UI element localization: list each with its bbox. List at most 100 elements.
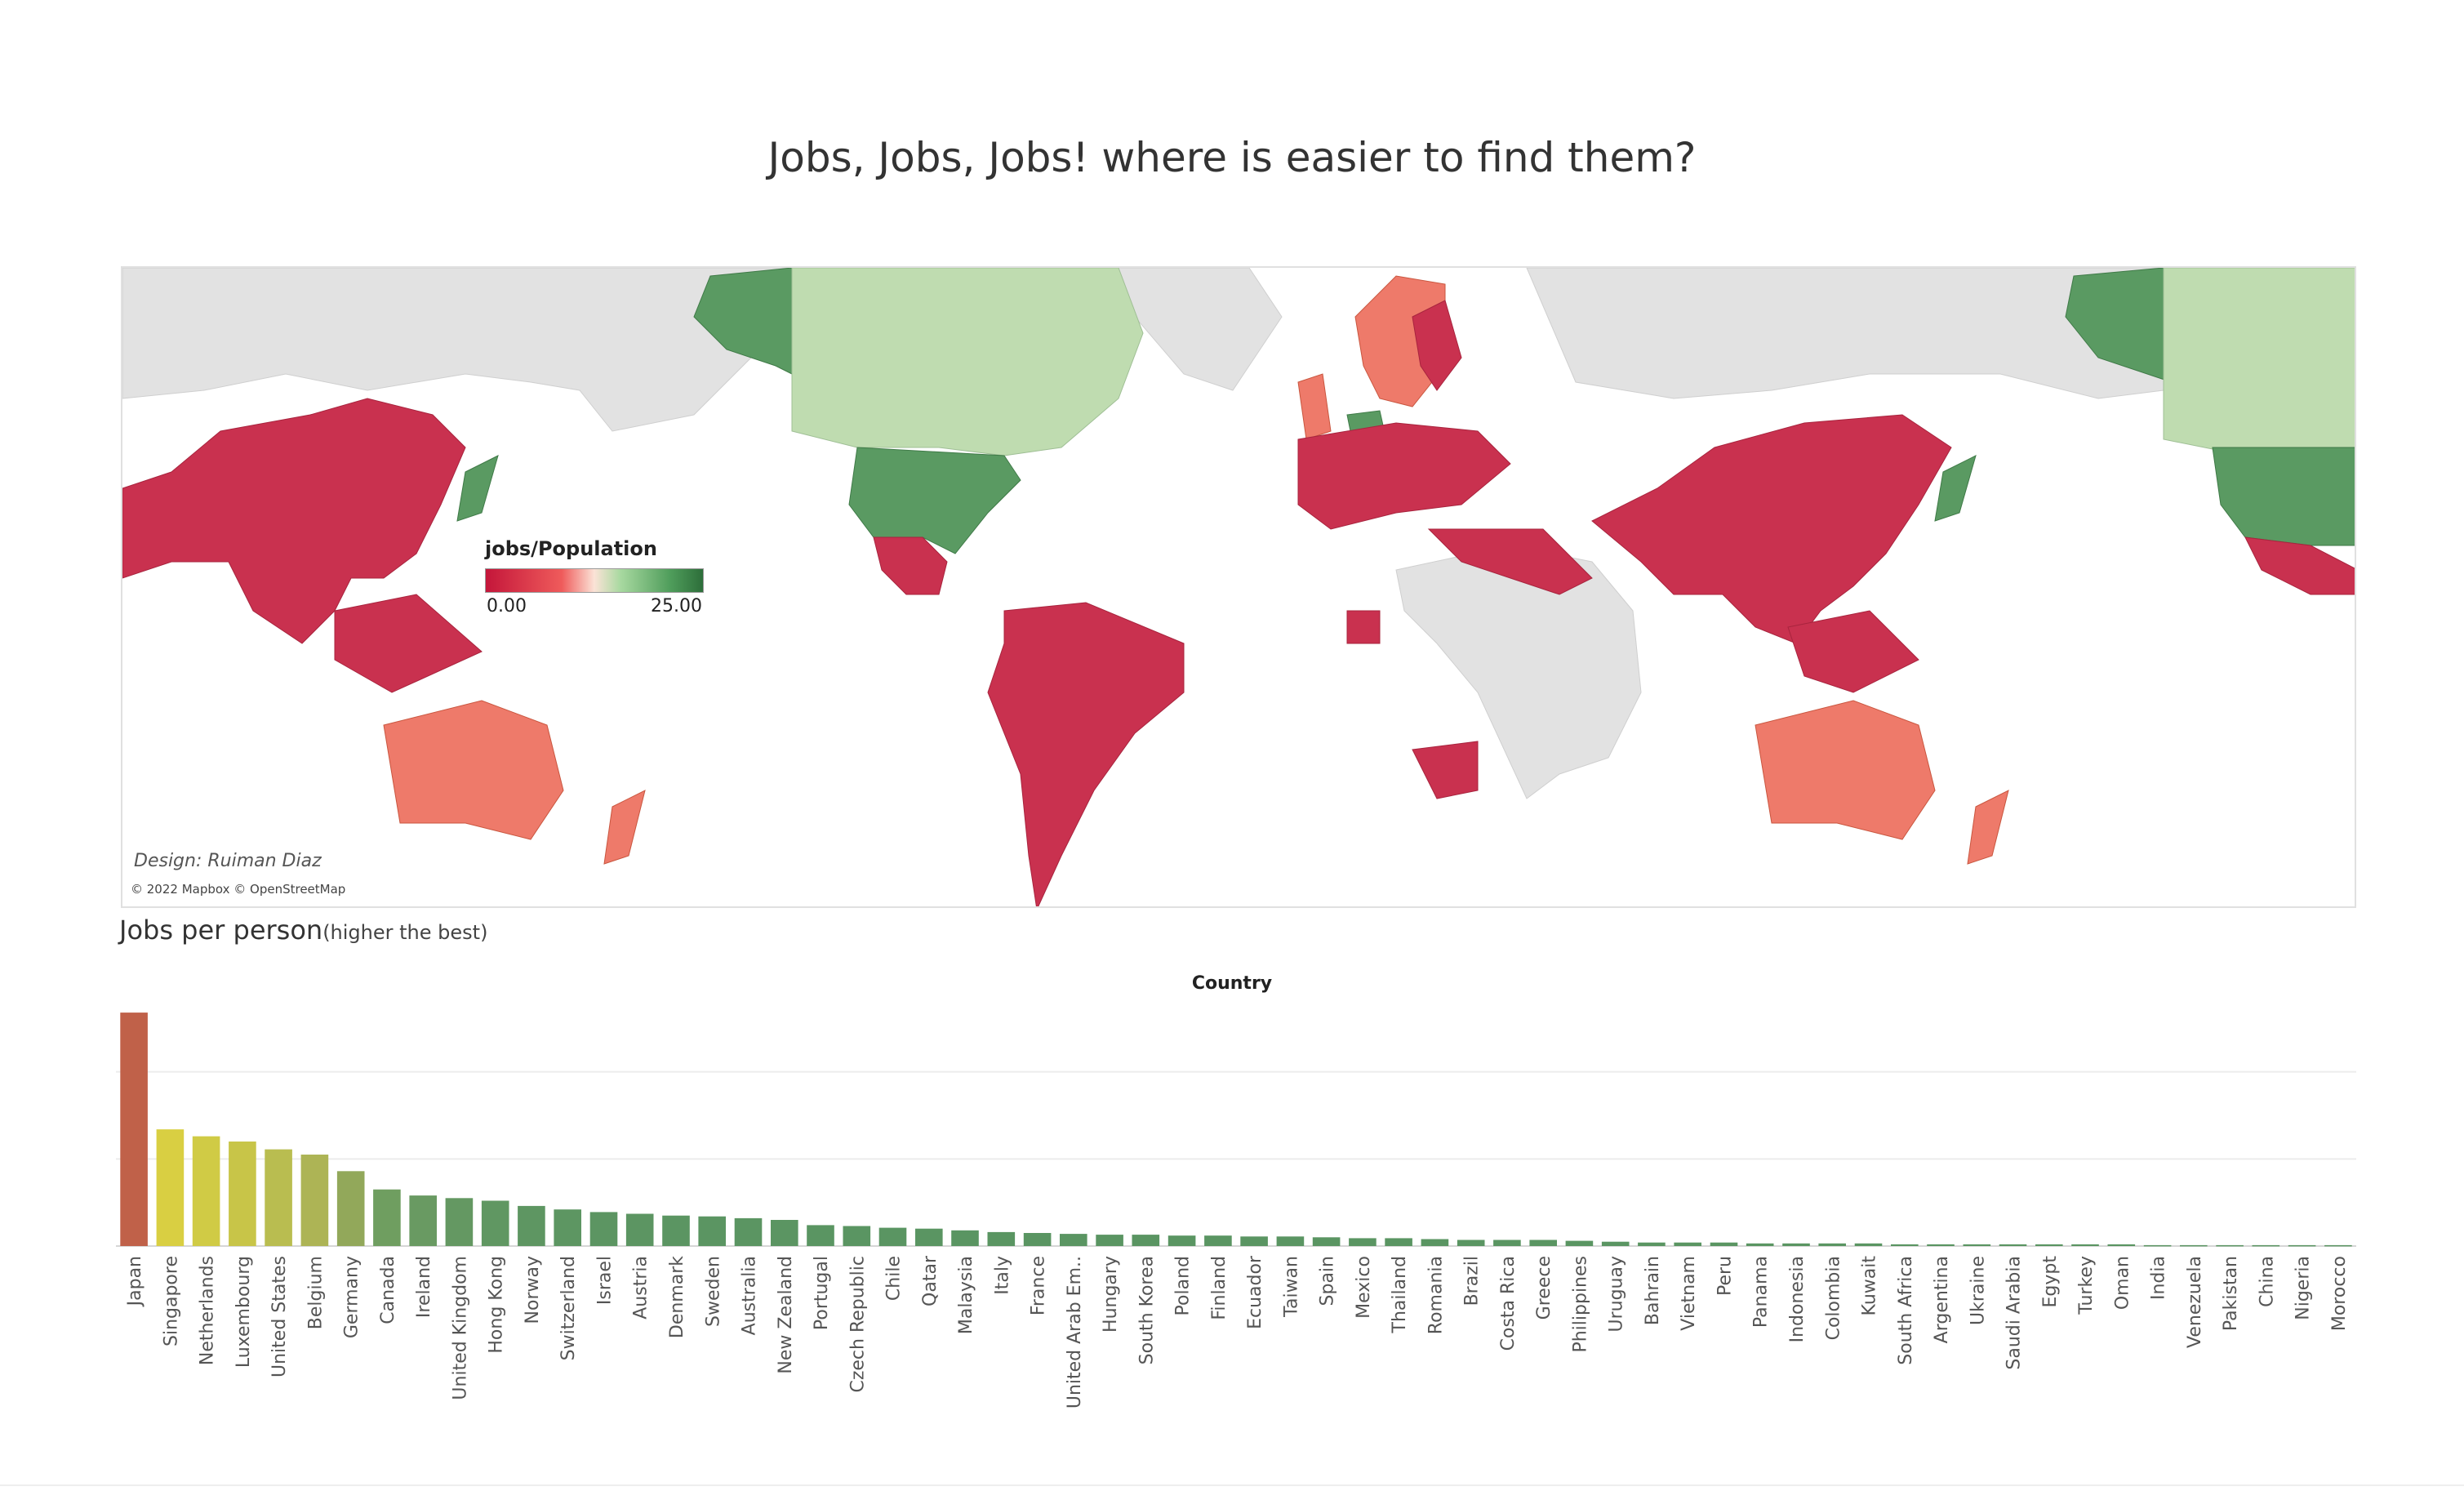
tick-label-uruguay: Uruguay [1607, 1256, 1627, 1333]
tick-label-thailand: Thailand [1390, 1256, 1410, 1333]
bar-germany[interactable] [336, 1171, 365, 1246]
bar-nigeria[interactable] [2288, 1244, 2316, 1247]
bar-luxembourg[interactable] [229, 1142, 256, 1246]
bar-ukraine[interactable] [1963, 1244, 1991, 1246]
tick-label-colombia: Colombia [1823, 1256, 1844, 1340]
design-credit: Design: Ruiman Diaz [134, 851, 322, 871]
bar-switzerland[interactable] [554, 1209, 581, 1246]
bar-panama[interactable] [1746, 1243, 1774, 1246]
tick-label-hong-kong: Hong Kong [487, 1256, 507, 1354]
bar-qatar[interactable] [915, 1228, 943, 1246]
bar-denmark[interactable] [662, 1215, 690, 1246]
bar-argentina[interactable] [1927, 1244, 1955, 1246]
tick-label-new-zealand: New Zealand [776, 1256, 796, 1374]
bar-hong-kong[interactable] [481, 1200, 509, 1247]
bars [120, 1013, 2352, 1247]
map-canvas [122, 268, 2355, 906]
bar-france[interactable] [1023, 1233, 1052, 1246]
tick-label-poland: Poland [1173, 1256, 1194, 1315]
bar-thailand[interactable] [1385, 1238, 1412, 1246]
bar-malaysia[interactable] [951, 1230, 979, 1246]
africa-region [1395, 545, 1642, 799]
bar-indonesia[interactable] [1782, 1243, 1810, 1246]
bar-pakistan[interactable] [2216, 1244, 2244, 1247]
bar-canada[interactable] [373, 1189, 401, 1246]
bar-brazil[interactable] [1457, 1240, 1485, 1247]
bar-taiwan[interactable] [1276, 1236, 1305, 1246]
tick-label-norway: Norway [523, 1256, 543, 1324]
southeast-asia-region-right [1787, 610, 1919, 693]
bar-italy[interactable] [987, 1231, 1016, 1246]
bar-new-zealand[interactable] [771, 1220, 798, 1246]
tick-label-switzerland: Switzerland [558, 1256, 579, 1360]
bar-romania[interactable] [1421, 1239, 1449, 1247]
bar-egypt[interactable] [2035, 1244, 2063, 1246]
bar-india[interactable] [2143, 1244, 2172, 1247]
australia-region [383, 700, 564, 840]
tick-label-ecuador: Ecuador [1245, 1255, 1265, 1329]
bar-kuwait[interactable] [1854, 1243, 1883, 1246]
bar-united-kingdom[interactable] [445, 1198, 474, 1246]
map-attribution[interactable]: © 2022 Mapbox © OpenStreetMap [131, 882, 346, 897]
bar-spain[interactable] [1312, 1237, 1341, 1246]
bar-south-africa[interactable] [1891, 1244, 1919, 1246]
bar-china[interactable] [2252, 1244, 2280, 1247]
tick-label-luxembourg: Luxembourg [234, 1256, 254, 1368]
bar-bahrain[interactable] [1638, 1242, 1666, 1246]
bar-oman[interactable] [2107, 1244, 2136, 1246]
tick-label-chile: Chile [884, 1256, 905, 1301]
south-america-region [987, 602, 1185, 906]
bar-united-states[interactable] [265, 1149, 292, 1246]
bar-philippines[interactable] [1565, 1240, 1594, 1246]
bar-poland[interactable] [1168, 1235, 1196, 1246]
bar-south-korea[interactable] [1132, 1235, 1160, 1246]
bar-peru[interactable] [1710, 1242, 1738, 1246]
tick-label-finland: Finland [1209, 1256, 1230, 1320]
bar-turkey[interactable] [2071, 1244, 2099, 1246]
tick-label-south-africa: South Africa [1896, 1256, 1916, 1365]
bar-japan[interactable] [120, 1013, 148, 1246]
tick-label-spain: Spain [1318, 1256, 1338, 1306]
world-map[interactable]: jobs/Population 0.00 25.00 Design: Ruima… [121, 266, 2356, 908]
bar-uruguay[interactable] [1601, 1241, 1630, 1246]
tick-label-italy: Italy [992, 1256, 1012, 1295]
bar-singapore[interactable] [156, 1129, 185, 1246]
bar-australia[interactable] [734, 1217, 763, 1246]
tick-label-ireland: Ireland [414, 1256, 434, 1318]
tick-label-qatar: Qatar [920, 1255, 941, 1306]
bar-saudi-arabia[interactable] [1999, 1244, 2027, 1246]
bar-united-arab-em-[interactable] [1060, 1234, 1087, 1246]
legend-min: 0.00 [487, 596, 527, 616]
bar-norway[interactable] [518, 1205, 545, 1246]
asia-region [122, 398, 466, 644]
tick-label-taiwan: Taiwan [1281, 1256, 1301, 1318]
bar-mexico[interactable] [1349, 1238, 1377, 1246]
bar-vietnam[interactable] [1674, 1242, 1701, 1246]
bar-chile[interactable] [878, 1227, 907, 1246]
bar-costa-rica[interactable] [1493, 1240, 1521, 1247]
tick-label-kuwait: Kuwait [1860, 1256, 1880, 1316]
bar-ireland[interactable] [409, 1195, 437, 1246]
bar-chart-title: Jobs per person(higher the best) [119, 915, 487, 946]
tick-label-hungary: Hungary [1101, 1256, 1121, 1333]
bar-portugal[interactable] [807, 1225, 834, 1246]
bar-netherlands[interactable] [192, 1136, 220, 1246]
bar-chart: Japan Singapore Netherlands Luxembourg Unite… [116, 1013, 2356, 1409]
asia-region-right [1591, 414, 1952, 644]
tick-label-saudi-arabia: Saudi Arabia [2004, 1256, 2025, 1370]
bar-morocco[interactable] [2324, 1244, 2352, 1247]
bar-israel[interactable] [589, 1212, 618, 1246]
bar-belgium[interactable] [300, 1155, 329, 1246]
tick-label-indonesia: Indonesia [1787, 1256, 1808, 1342]
bar-czech-republic[interactable] [843, 1226, 871, 1247]
bar-austria[interactable] [625, 1213, 654, 1247]
bar-finland[interactable] [1204, 1235, 1232, 1246]
bar-sweden[interactable] [698, 1216, 726, 1246]
tick-label-costa-rica: Costa Rica [1498, 1256, 1519, 1351]
bar-colombia[interactable] [1818, 1243, 1846, 1246]
bar-hungary[interactable] [1096, 1235, 1123, 1246]
bar-ecuador[interactable] [1240, 1236, 1268, 1246]
tick-label-malaysia: Malaysia [956, 1256, 976, 1334]
bar-greece[interactable] [1529, 1240, 1557, 1247]
bar-venezuela[interactable] [2180, 1244, 2208, 1247]
